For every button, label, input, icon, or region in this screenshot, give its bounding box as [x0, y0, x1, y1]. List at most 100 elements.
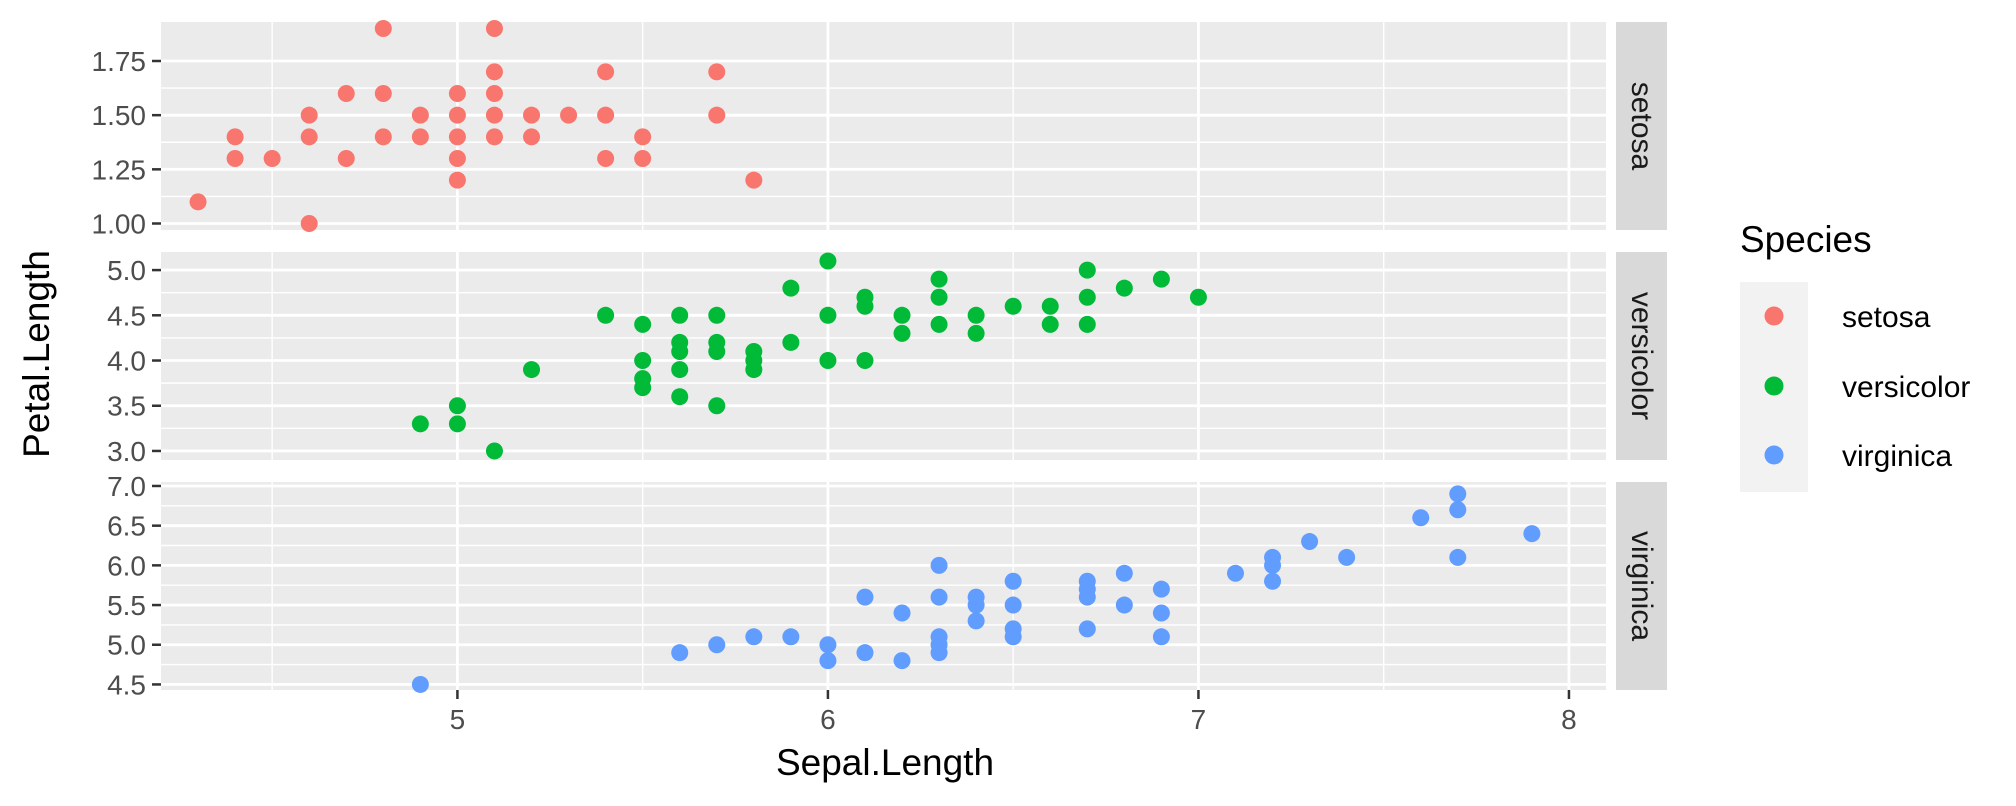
- data-point-setosa: [597, 106, 615, 124]
- legend-key-virginica: [1764, 445, 1784, 465]
- data-point-setosa: [263, 150, 281, 167]
- y-tick-label: 4.5: [107, 669, 146, 700]
- data-point-virginica: [856, 644, 874, 662]
- data-point-virginica: [1004, 596, 1022, 614]
- data-point-versicolor: [745, 342, 763, 360]
- data-point-versicolor: [671, 388, 689, 406]
- data-point-versicolor: [967, 324, 985, 342]
- data-point-versicolor: [930, 270, 948, 288]
- data-point-setosa: [485, 106, 503, 124]
- data-point-versicolor: [708, 333, 726, 351]
- data-point-versicolor: [782, 333, 800, 351]
- data-point-versicolor: [930, 288, 948, 306]
- data-point-versicolor: [597, 306, 615, 324]
- data-point-setosa: [485, 63, 503, 81]
- legend-entries: setosa versicolor virginica: [1764, 301, 1970, 473]
- data-point-virginica: [1004, 620, 1022, 638]
- legend-key-versicolor: [1764, 376, 1784, 396]
- data-point-setosa: [448, 171, 466, 189]
- data-point-versicolor: [448, 415, 466, 433]
- data-point-virginica: [1264, 572, 1282, 590]
- data-point-versicolor: [782, 279, 800, 297]
- data-point-versicolor: [967, 306, 985, 324]
- x-tick-label: 5: [450, 704, 466, 735]
- data-point-setosa: [374, 20, 392, 37]
- data-point-virginica: [782, 628, 800, 646]
- data-point-versicolor: [856, 352, 874, 370]
- data-point-versicolor: [1078, 288, 1096, 306]
- data-point-versicolor: [1041, 297, 1059, 315]
- data-point-virginica: [1152, 580, 1170, 598]
- data-point-versicolor: [671, 333, 689, 351]
- y-tick-label: 3.0: [107, 436, 146, 467]
- data-point-versicolor: [930, 315, 948, 333]
- x-tick-label: 6: [820, 704, 836, 735]
- facet-strip-label: virginica: [1625, 531, 1658, 641]
- data-point-setosa: [300, 106, 318, 124]
- data-point-virginica: [1338, 548, 1356, 566]
- data-point-virginica: [967, 588, 985, 606]
- data-point-versicolor: [448, 397, 466, 415]
- data-point-versicolor: [671, 306, 689, 324]
- x-tick-label: 8: [1561, 704, 1577, 735]
- data-point-virginica: [1152, 604, 1170, 622]
- data-point-versicolor: [634, 370, 652, 388]
- data-point-versicolor: [671, 361, 689, 379]
- y-tick-label: 5.0: [107, 630, 146, 661]
- data-point-setosa: [523, 106, 541, 124]
- data-point-setosa: [485, 128, 503, 146]
- data-point-virginica: [1115, 564, 1133, 582]
- data-point-virginica: [411, 675, 429, 693]
- data-point-virginica: [1115, 596, 1133, 614]
- data-point-setosa: [300, 215, 318, 232]
- data-point-virginica: [671, 644, 689, 662]
- legend-title: Species: [1740, 219, 1872, 260]
- facet-strip-background: [1616, 482, 1667, 690]
- data-point-virginica: [930, 556, 948, 574]
- data-point-setosa: [300, 128, 318, 146]
- y-tick-label: 1.75: [92, 46, 147, 77]
- panel-background: [161, 22, 1606, 230]
- facet-strip-label: setosa: [1625, 82, 1658, 171]
- data-point-versicolor: [708, 306, 726, 324]
- y-tick-label: 7.0: [107, 471, 146, 502]
- data-point-setosa: [597, 150, 615, 167]
- data-point-virginica: [930, 628, 948, 646]
- data-point-virginica: [1449, 548, 1467, 566]
- data-point-versicolor: [819, 252, 837, 270]
- data-point-versicolor: [856, 288, 874, 306]
- x-axis-title: Sepal.Length: [776, 742, 994, 783]
- data-point-virginica: [1078, 620, 1096, 638]
- data-point-setosa: [560, 106, 578, 124]
- legend-label-setosa: setosa: [1842, 301, 1931, 334]
- data-point-versicolor: [411, 415, 429, 433]
- data-point-versicolor: [485, 442, 503, 460]
- y-axis-title: Petal.Length: [16, 250, 57, 458]
- data-point-versicolor: [1004, 297, 1022, 315]
- y-tick-label: 1.50: [92, 100, 147, 131]
- data-point-virginica: [819, 652, 837, 670]
- data-point-virginica: [819, 636, 837, 654]
- data-point-setosa: [411, 106, 429, 124]
- data-point-setosa: [523, 128, 541, 146]
- data-point-virginica: [1078, 572, 1096, 590]
- legend-label-virginica: virginica: [1842, 440, 1952, 473]
- data-point-setosa: [634, 150, 652, 167]
- data-point-setosa: [745, 171, 763, 189]
- data-point-versicolor: [1078, 315, 1096, 333]
- legend-key-setosa: [1764, 306, 1784, 326]
- data-point-virginica: [745, 628, 763, 646]
- data-point-setosa: [374, 128, 392, 146]
- data-point-setosa: [708, 106, 726, 124]
- facet-strip-background: [1616, 252, 1667, 460]
- data-point-setosa: [374, 85, 392, 102]
- data-point-versicolor: [1041, 315, 1059, 333]
- data-point-setosa: [448, 106, 466, 124]
- panel-background: [161, 252, 1606, 460]
- y-tick-label: 4.5: [107, 300, 146, 331]
- data-point-setosa: [337, 150, 355, 167]
- data-point-versicolor: [523, 361, 541, 379]
- data-point-virginica: [893, 604, 911, 622]
- y-tick-label: 1.00: [92, 209, 147, 240]
